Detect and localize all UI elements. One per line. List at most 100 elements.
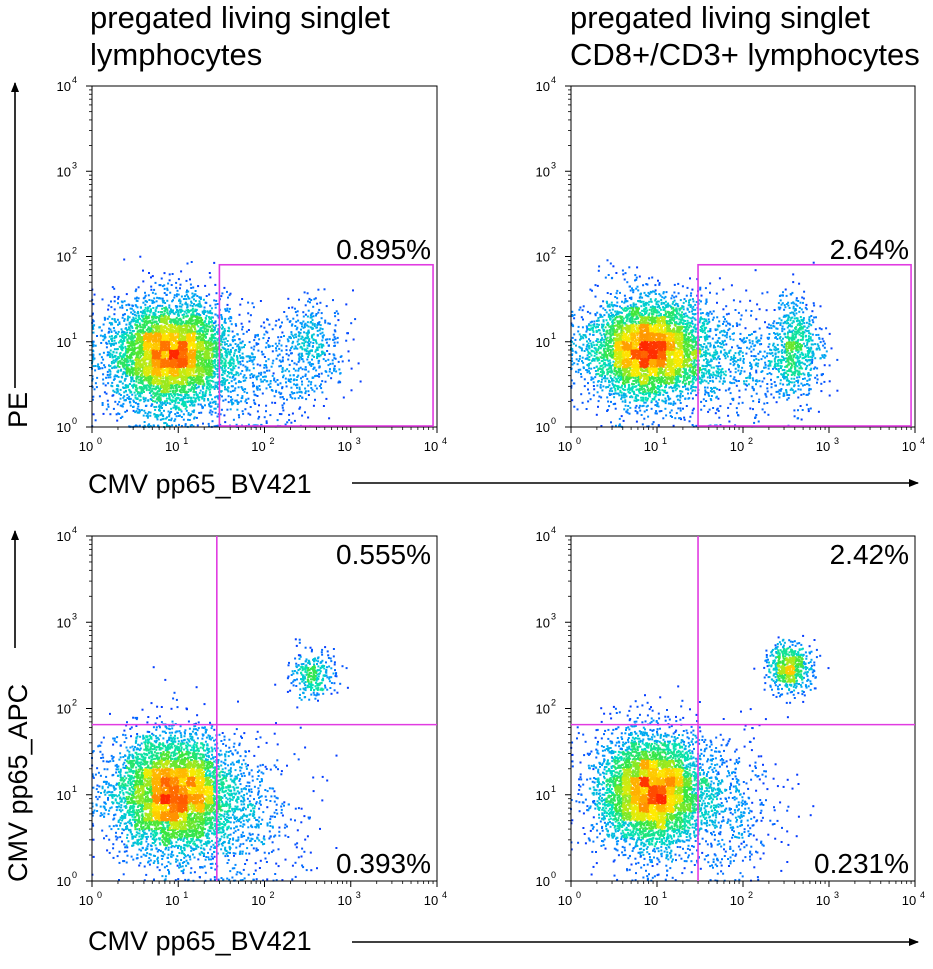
data-point bbox=[310, 326, 312, 328]
data-point bbox=[233, 374, 235, 376]
data-point bbox=[178, 424, 180, 426]
data-point bbox=[196, 295, 198, 297]
data-point bbox=[140, 396, 142, 398]
data-point bbox=[281, 345, 283, 347]
data-point bbox=[150, 405, 152, 407]
data-point bbox=[207, 350, 209, 352]
data-point bbox=[242, 389, 244, 391]
data-point bbox=[156, 300, 158, 302]
data-point bbox=[167, 289, 169, 291]
data-point bbox=[138, 360, 140, 362]
data-point bbox=[310, 387, 312, 389]
data-point bbox=[271, 402, 273, 404]
data-point bbox=[215, 300, 217, 302]
data-point bbox=[242, 326, 244, 328]
data-point bbox=[156, 417, 158, 419]
data-point bbox=[320, 387, 322, 389]
data-point bbox=[253, 339, 255, 341]
data-point bbox=[264, 416, 266, 418]
data-point bbox=[301, 381, 303, 383]
data-point bbox=[318, 321, 320, 323]
data-point bbox=[285, 345, 287, 347]
data-point bbox=[265, 346, 267, 348]
data-point bbox=[353, 339, 355, 341]
data-point bbox=[110, 306, 112, 308]
data-point bbox=[163, 385, 165, 387]
data-point bbox=[302, 321, 304, 323]
data-point bbox=[109, 370, 111, 372]
data-point bbox=[102, 359, 104, 361]
data-point bbox=[307, 356, 309, 358]
data-point bbox=[229, 353, 231, 355]
data-point bbox=[202, 357, 204, 359]
data-point bbox=[304, 392, 306, 394]
data-point bbox=[274, 402, 276, 404]
data-point bbox=[148, 320, 150, 322]
data-point bbox=[183, 313, 185, 315]
data-point bbox=[273, 372, 275, 374]
data-point bbox=[212, 325, 214, 327]
data-point bbox=[131, 305, 133, 307]
data-point bbox=[313, 390, 315, 392]
data-point bbox=[334, 342, 336, 344]
data-point bbox=[183, 328, 185, 330]
data-point bbox=[107, 374, 109, 376]
data-point bbox=[265, 376, 267, 378]
data-point bbox=[331, 372, 333, 374]
data-point bbox=[176, 412, 178, 414]
data-point bbox=[200, 336, 202, 338]
data-point bbox=[123, 331, 125, 333]
data-point bbox=[171, 376, 173, 378]
data-point bbox=[135, 317, 137, 319]
data-point bbox=[305, 366, 307, 368]
data-point bbox=[244, 379, 246, 381]
data-point bbox=[104, 366, 106, 368]
data-point bbox=[127, 334, 129, 336]
data-point bbox=[166, 389, 168, 391]
data-point bbox=[289, 374, 291, 376]
data-point bbox=[130, 405, 132, 407]
data-point bbox=[241, 323, 243, 325]
data-point bbox=[155, 293, 157, 295]
data-point bbox=[282, 407, 284, 409]
data-point bbox=[155, 395, 157, 397]
data-point bbox=[116, 352, 118, 354]
data-point bbox=[262, 393, 264, 395]
data-point bbox=[129, 327, 131, 329]
data-point bbox=[303, 345, 305, 347]
data-point bbox=[125, 360, 127, 362]
data-point bbox=[241, 347, 243, 349]
data-point bbox=[226, 343, 228, 345]
data-point bbox=[178, 300, 180, 302]
data-point bbox=[236, 372, 238, 374]
data-point bbox=[141, 316, 143, 318]
data-point bbox=[126, 355, 128, 357]
data-point bbox=[121, 307, 123, 309]
data-point bbox=[327, 322, 329, 324]
data-point bbox=[162, 300, 164, 302]
data-point bbox=[165, 386, 167, 388]
data-point bbox=[164, 338, 166, 340]
data-point bbox=[188, 400, 190, 402]
data-point bbox=[318, 344, 320, 346]
data-point bbox=[160, 397, 162, 399]
data-point bbox=[107, 376, 109, 378]
data-point bbox=[119, 346, 121, 348]
data-point bbox=[231, 385, 233, 387]
data-point bbox=[334, 330, 336, 332]
data-point bbox=[343, 397, 345, 399]
data-point bbox=[100, 342, 102, 344]
data-point bbox=[186, 379, 188, 381]
data-point bbox=[312, 368, 314, 370]
data-point bbox=[211, 411, 213, 413]
data-point bbox=[169, 279, 171, 281]
data-point bbox=[100, 335, 102, 337]
data-point bbox=[252, 384, 254, 386]
data-point bbox=[210, 369, 212, 371]
data-point bbox=[131, 377, 133, 379]
data-point bbox=[320, 324, 322, 326]
data-point bbox=[221, 328, 223, 330]
data-point bbox=[150, 322, 152, 324]
data-point bbox=[187, 309, 189, 311]
data-point bbox=[252, 360, 254, 362]
